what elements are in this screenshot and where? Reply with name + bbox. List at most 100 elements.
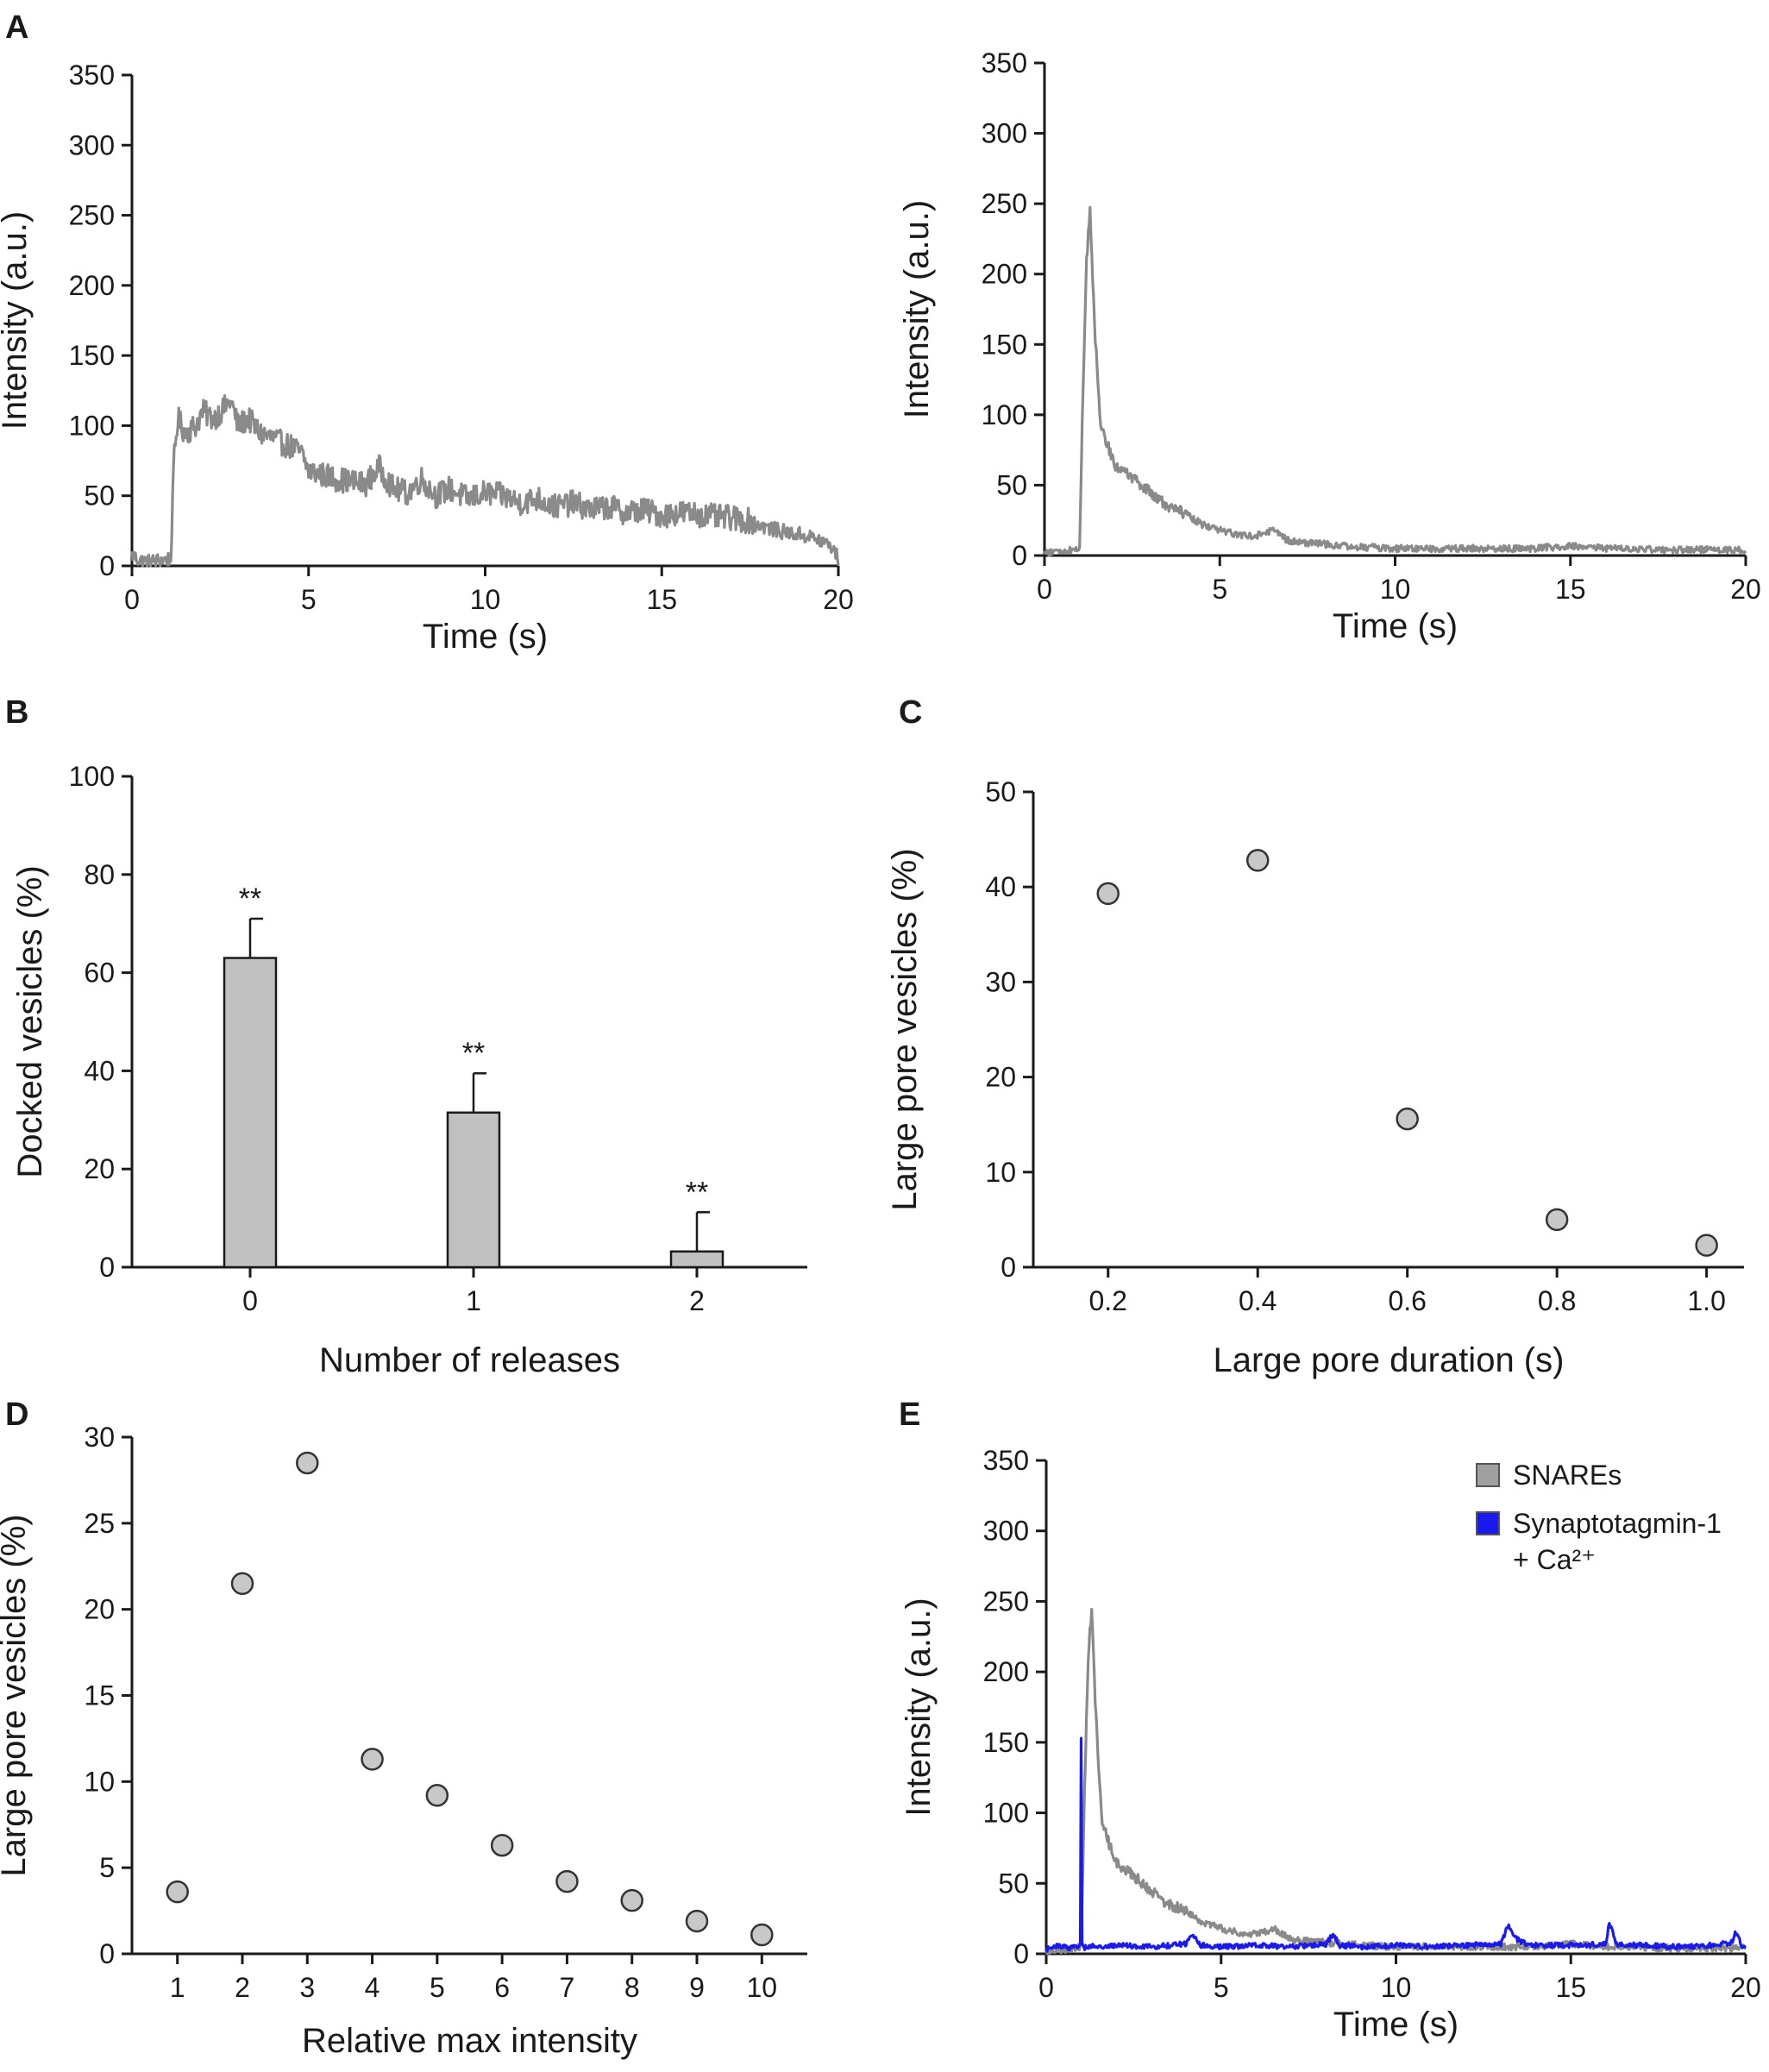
y-tick-label: 25 [84, 1508, 115, 1539]
x-axis-title: Time (s) [1333, 2006, 1458, 2044]
data-point [1396, 1107, 1419, 1131]
panel-letter-a: A [5, 9, 28, 46]
x-tick-label: 0 [124, 584, 140, 615]
x-axis-title: Time (s) [1333, 607, 1458, 645]
x-tick-label: 0.6 [1388, 1285, 1426, 1316]
panel-letter-b: B [5, 694, 28, 731]
data-point [490, 1833, 514, 1857]
x-tick-label: 5 [301, 584, 317, 615]
chart-panel-b: 0 20 40 60 80 100 0 1 2 Number of releases Docked … [11, 761, 807, 1379]
y-tick-label: 100 [69, 410, 115, 441]
significance-marker: ** [239, 882, 261, 915]
y-tick-label: 300 [983, 1516, 1029, 1547]
bar [223, 957, 278, 1269]
x-tick-label: 2 [235, 1972, 250, 2003]
y-tick-label: 50 [998, 1868, 1029, 1899]
y-tick-label: 40 [985, 871, 1016, 902]
panel-letter-e: E [899, 1397, 920, 1433]
x-tick-label: 15 [646, 584, 677, 615]
y-tick-label: 150 [983, 1727, 1029, 1758]
y-tick-label: 20 [84, 1153, 115, 1184]
x-tick-label: 10 [470, 584, 501, 615]
x-tick-label: 2 [689, 1285, 705, 1316]
y-axis-title: Large pore vesicles (%) [0, 1514, 33, 1876]
y-tick-label: 300 [982, 118, 1027, 149]
x-tick-label: 5 [1212, 574, 1227, 605]
x-tick-label: 0 [1038, 1972, 1054, 2003]
x-tick-label: 5 [430, 1972, 445, 2003]
y-tick-label: 0 [1013, 1938, 1029, 1969]
x-tick-label: 0.8 [1538, 1285, 1576, 1316]
x-tick-label: 15 [1555, 1972, 1586, 2003]
data-point [166, 1880, 189, 1904]
data-point [1695, 1234, 1718, 1257]
data-point [750, 1923, 774, 1947]
chart-panel-e: 0 50 100 150 200 250 300 350 0 5 10 15 20 Time (s) Int… [900, 1445, 1761, 2044]
x-tick-label: 8 [624, 1972, 640, 2003]
x-tick-label: 15 [1555, 574, 1586, 605]
y-tick-label: 350 [982, 47, 1027, 78]
legend-label-synaptotagmin: Synaptotagmin-1 [1513, 1508, 1722, 1539]
x-axis-title: Time (s) [423, 618, 548, 656]
x-tick-label: 1 [170, 1972, 185, 2003]
y-tick-label: 200 [983, 1656, 1029, 1687]
y-tick-label: 150 [982, 329, 1027, 360]
x-tick-label: 6 [494, 1972, 510, 2003]
data-point [620, 1888, 643, 1912]
y-tick-label: 0 [1012, 540, 1027, 571]
y-tick-label: 250 [983, 1585, 1029, 1617]
y-tick-label: 50 [996, 469, 1027, 500]
y-tick-label: 0 [99, 1252, 115, 1283]
data-point [1096, 882, 1120, 906]
y-tick-label: 30 [985, 966, 1016, 997]
data-point [1245, 849, 1270, 872]
data-point [361, 1748, 384, 1771]
x-tick-label: 1 [466, 1285, 481, 1316]
x-tick-label: 20 [1730, 574, 1761, 605]
y-tick-label: 80 [84, 859, 115, 890]
y-tick-label: 10 [84, 1766, 115, 1797]
y-axis-title: Intensity (a.u.) [0, 211, 34, 430]
y-tick-label: 0 [99, 1938, 115, 1969]
y-tick-label: 0 [1001, 1252, 1016, 1283]
series-line-primary [1044, 1607, 1747, 1956]
bar [446, 1111, 501, 1269]
significance-marker: ** [462, 1037, 485, 1070]
y-axis-title: Intensity (a.u.) [900, 1598, 938, 1816]
data-point [425, 1784, 449, 1807]
data-point [296, 1451, 319, 1475]
x-tick-label: 3 [299, 1972, 315, 2003]
significance-marker: ** [686, 1176, 708, 1209]
y-tick-label: 350 [69, 60, 115, 91]
y-tick-label: 100 [69, 761, 115, 792]
x-tick-label: 9 [689, 1972, 705, 2003]
panel-letter-c: C [899, 694, 922, 731]
y-tick-label: 50 [985, 776, 1016, 807]
series-line-secondary [1044, 1736, 1747, 1953]
x-tick-label: 7 [560, 1972, 575, 2003]
y-tick-label: 20 [84, 1594, 115, 1625]
y-tick-label: 150 [69, 340, 115, 371]
legend-label-calcium: + Ca²⁺ [1513, 1544, 1596, 1575]
x-tick-label: 5 [1214, 1972, 1229, 2003]
y-tick-label: 300 [69, 129, 115, 160]
y-axis-title: Docked vesicles (%) [11, 865, 49, 1177]
y-tick-label: 20 [985, 1062, 1016, 1093]
y-tick-label: 15 [84, 1680, 115, 1711]
x-tick-label: 0.4 [1239, 1285, 1277, 1316]
x-tick-label: 0 [242, 1285, 258, 1316]
legend-label-snares: SNAREs [1513, 1460, 1622, 1491]
y-tick-label: 350 [983, 1445, 1029, 1476]
data-point [555, 1869, 579, 1893]
y-tick-label: 10 [985, 1157, 1016, 1188]
x-tick-label: 10 [1381, 1972, 1412, 2003]
y-tick-label: 5 [99, 1852, 115, 1883]
series-line-primary [1043, 205, 1747, 557]
x-axis-title: Number of releases [319, 1341, 620, 1379]
x-tick-label: 10 [747, 1972, 778, 2003]
chart-panel-d: 0 5 10 15 20 25 30 1 2 3 4 5 6 7 8 9 10 Relative max inte… [0, 1422, 807, 2060]
x-tick-label: 0 [1037, 574, 1052, 605]
legend-swatch-snares [1476, 1463, 1500, 1487]
x-axis-title: Relative max intensity [302, 2022, 637, 2060]
